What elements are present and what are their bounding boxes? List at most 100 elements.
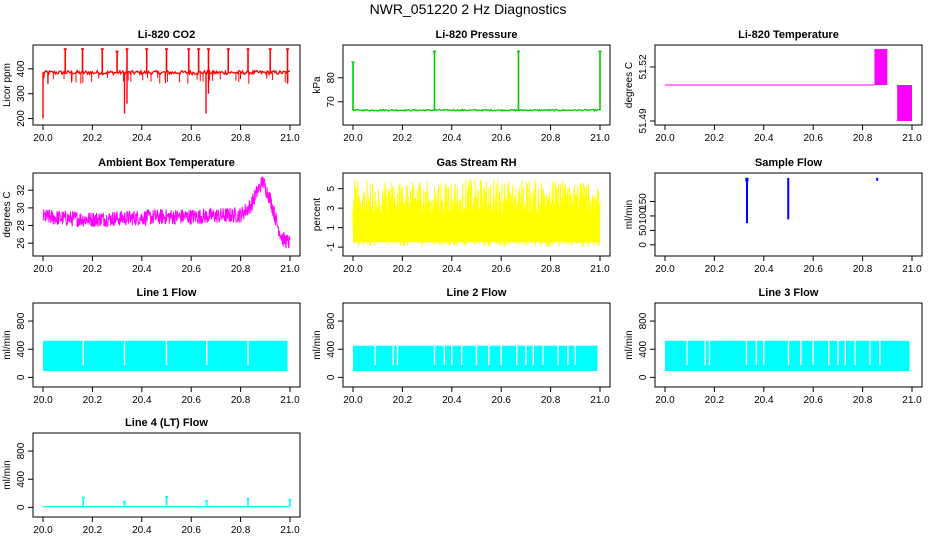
x-tick-label: 20.2: [83, 133, 103, 144]
panel-line-3-flow: Line 3 Flow ml/min 20.0 20.2 20.4 20.6 20.8 21.…: [624, 287, 923, 406]
chart-title: Line 1 Flow: [137, 287, 197, 299]
y-tick-label: 3: [326, 205, 337, 211]
x-tick-label: 20.2: [705, 395, 725, 406]
y-axis-label: ml/min: [2, 330, 13, 359]
panel-li-820-pressure: Li-820 Pressure kPa 20.0 20.2 20.4 20.6 20.8 21…: [312, 29, 611, 144]
chart-title: Gas Stream RH: [436, 157, 516, 169]
panel-line-2-flow: Line 2 Flow ml/min 20.0 20.2 20.4 20.6 20.8 21.…: [312, 287, 611, 406]
y-tick-label: 400: [638, 340, 649, 357]
y-tick-label: 400: [16, 60, 27, 77]
x-tick-label: 20.6: [181, 525, 201, 536]
series-band: [43, 340, 288, 372]
x-tick-label: 20.8: [231, 525, 251, 536]
y-tick-label: 26: [16, 237, 27, 249]
y-tick-label: 400: [16, 470, 27, 487]
series-band: [353, 345, 598, 372]
y-axis-label: ml/min: [312, 330, 323, 359]
x-tick-label: 20.2: [83, 264, 103, 275]
x-tick-label: 20.6: [803, 395, 823, 406]
plot-frame: [342, 44, 611, 126]
x-tick-label: 20.8: [853, 395, 873, 406]
y-tick-label: 0: [638, 374, 649, 380]
plot-frame: [32, 302, 301, 388]
y-tick-label: 100: [638, 207, 649, 224]
x-tick-label: 20.4: [442, 395, 462, 406]
series-block: [874, 49, 888, 85]
x-tick-label: 20.8: [541, 133, 561, 144]
data-series-line-3-flow: [665, 339, 910, 372]
x-tick-label: 20.0: [343, 395, 363, 406]
series-line: [352, 179, 601, 248]
y-axis-label: ml/min: [624, 200, 635, 229]
panel-ambient-box-temperature: Ambient Box Temperature degrees C 20.0 20.2…: [2, 157, 301, 275]
series-line: [352, 108, 601, 113]
chart-title: Line 2 Flow: [447, 287, 507, 299]
x-tick-label: 21.0: [280, 133, 300, 144]
x-tick-label: 20.6: [803, 133, 823, 144]
y-tick-label: 80: [326, 72, 337, 84]
y-tick-label: 150: [638, 193, 649, 210]
chart-title: Ambient Box Temperature: [98, 157, 235, 169]
y-tick-label: -1: [326, 242, 337, 251]
y-tick-label: 51.52: [638, 54, 649, 79]
x-tick-label: 20.8: [231, 264, 251, 275]
x-tick-label: 20.8: [541, 264, 561, 275]
y-tick-label: 0: [16, 504, 27, 510]
plot-frame: [342, 302, 611, 388]
chart-title: Line 3 Flow: [759, 287, 819, 299]
y-tick-label: 0: [16, 374, 27, 380]
panel-line-1-flow: Line 1 Flow ml/min 20.0 20.2 20.4 20.6 20.8 21.…: [2, 287, 301, 406]
x-tick-label: 21.0: [280, 395, 300, 406]
data-series-gas-stream-rh: [352, 179, 601, 248]
plot-frame: [32, 172, 301, 257]
x-tick-label: 20.2: [83, 525, 103, 536]
y-tick-label: 200: [16, 110, 27, 127]
y-tick-label: 0: [326, 374, 337, 380]
x-tick-label: 21.0: [590, 264, 610, 275]
x-tick-label: 21.0: [590, 133, 610, 144]
y-tick-label: 400: [16, 340, 27, 357]
plot-frame: [32, 44, 301, 126]
y-tick-label: 800: [16, 442, 27, 459]
chart-title: Sample Flow: [755, 157, 823, 169]
plot-frame: [654, 302, 923, 388]
panel-gas-stream-rh: Gas Stream RH percent 20.0 20.2 20.4 20.6 20.8…: [312, 157, 611, 275]
y-tick-label: 300: [16, 85, 27, 102]
panel-li-820-temperature: Li-820 Temperature degrees C 20.0 20.2 20.4 2…: [624, 29, 923, 144]
y-axis-label: percent: [312, 198, 323, 232]
y-axis-label: kPa: [312, 76, 323, 94]
y-axis-label: degrees C: [2, 191, 13, 237]
x-tick-label: 20.0: [343, 264, 363, 275]
x-tick-label: 20.6: [491, 133, 511, 144]
x-tick-label: 20.8: [231, 133, 251, 144]
x-tick-label: 20.4: [754, 395, 774, 406]
x-tick-label: 21.0: [280, 525, 300, 536]
x-tick-label: 20.4: [132, 264, 152, 275]
x-tick-label: 20.2: [393, 264, 413, 275]
y-tick-label: 51.49: [638, 108, 649, 133]
x-tick-label: 20.4: [442, 133, 462, 144]
series-block: [897, 85, 912, 121]
x-tick-label: 20.4: [754, 133, 774, 144]
y-tick-label: 30: [16, 202, 27, 214]
series-line: [42, 176, 291, 249]
y-axis-label: Licor ppm: [2, 63, 13, 107]
x-tick-label: 20.0: [655, 395, 675, 406]
plot-frame: [654, 44, 923, 126]
x-tick-label: 20.2: [393, 395, 413, 406]
x-tick-label: 20.0: [343, 133, 363, 144]
y-axis-label: ml/min: [2, 460, 13, 489]
data-series-line-1-flow: [43, 339, 288, 372]
plot-frame: [32, 432, 301, 518]
panel-sample-flow: Sample Flow ml/min 20.0 20.2 20.4 20.6 20.8 21.…: [624, 157, 923, 275]
data-series-sample-flow: [745, 177, 879, 224]
x-tick-label: 20.2: [705, 264, 725, 275]
x-tick-label: 20.8: [231, 395, 251, 406]
y-tick-label: 400: [326, 340, 337, 357]
x-tick-label: 21.0: [590, 395, 610, 406]
x-tick-label: 21.0: [902, 133, 922, 144]
y-tick-label: 32: [16, 184, 27, 196]
x-tick-label: 20.0: [33, 264, 53, 275]
chart-title: Line 4 (LT) Flow: [125, 417, 208, 429]
